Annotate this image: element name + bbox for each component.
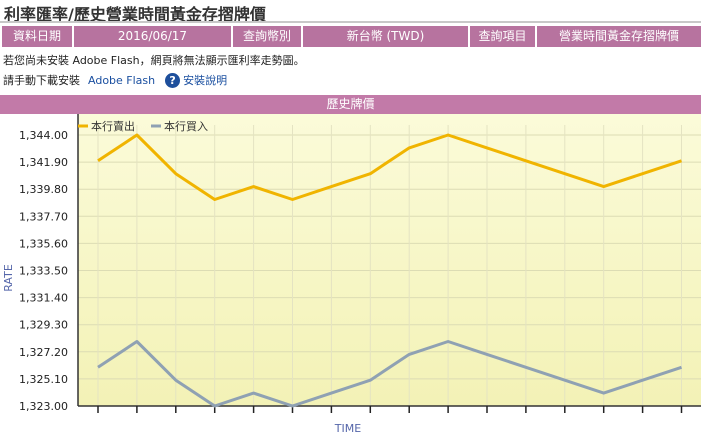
currency-label: 查詢幣別 — [233, 26, 301, 47]
adobe-flash-link[interactable]: Adobe Flash — [88, 73, 156, 87]
x-axis-title: TIME — [334, 422, 361, 434]
legend-label: 本行賣出 — [91, 119, 135, 133]
legend-label: 本行買入 — [164, 119, 208, 133]
install-help-link[interactable]: 安裝說明 — [183, 74, 228, 87]
y-tick-label: 1,341.90 — [19, 156, 68, 169]
help-icon[interactable]: ? — [165, 72, 181, 88]
y-tick-label: 1,325.10 — [19, 373, 68, 386]
flash-notice: 若您尚未安裝 Adobe Flash，網頁將無法顯示匯利率走勢圖。 — [3, 54, 305, 67]
y-tick-label: 1,331.40 — [19, 292, 68, 305]
item-label: 查詢項目 — [470, 26, 535, 47]
y-tick-label: 1,333.50 — [19, 265, 68, 278]
chart-legend: 本行賣出 本行買入 — [78, 119, 208, 133]
y-tick-label: 1,339.80 — [19, 183, 68, 196]
title-divider — [0, 21, 701, 23]
download-prompt: 請手動下載安裝 — [3, 74, 80, 87]
y-tick-label: 1,344.00 — [19, 129, 68, 142]
y-axis-ticks: 1,323.00 1,325.10 1,327.20 1,329.30 1,331.40… — [19, 129, 68, 413]
currency-value: 新台幣 (TWD) — [303, 26, 468, 47]
series-line-sell — [97, 133, 682, 201]
y-axis-title: RATE — [2, 264, 15, 292]
x-axis-ticks — [97, 406, 683, 413]
date-label: 資料日期 — [2, 26, 72, 47]
y-tick-label: 1,329.30 — [19, 319, 68, 332]
date-value: 2016/06/17 — [74, 26, 231, 47]
plot-background — [78, 114, 701, 406]
query-info-bar: 資料日期 2016/06/17 查詢幣別 新台幣 (TWD) 查詢項目 營業時間… — [2, 26, 701, 47]
y-tick-label: 1,323.00 — [19, 400, 68, 413]
chart-series — [97, 133, 682, 408]
download-row: 請手動下載安裝 Adobe Flash ? 安裝說明 — [3, 71, 227, 89]
y-tick-label: 1,335.60 — [19, 237, 68, 250]
series-line-buy — [97, 340, 682, 408]
y-tick-label: 1,337.70 — [19, 210, 68, 223]
page-title: 利率匯率/歷史營業時間黃金存摺牌價 — [4, 5, 266, 24]
item-value: 營業時間黃金存摺牌價 — [537, 26, 701, 47]
price-history-chart: 1,323.00 1,325.10 1,327.20 1,329.30 1,331.40… — [2, 114, 701, 434]
chart-header: 歷史牌價 — [0, 95, 701, 114]
y-tick-label: 1,327.20 — [19, 346, 68, 359]
